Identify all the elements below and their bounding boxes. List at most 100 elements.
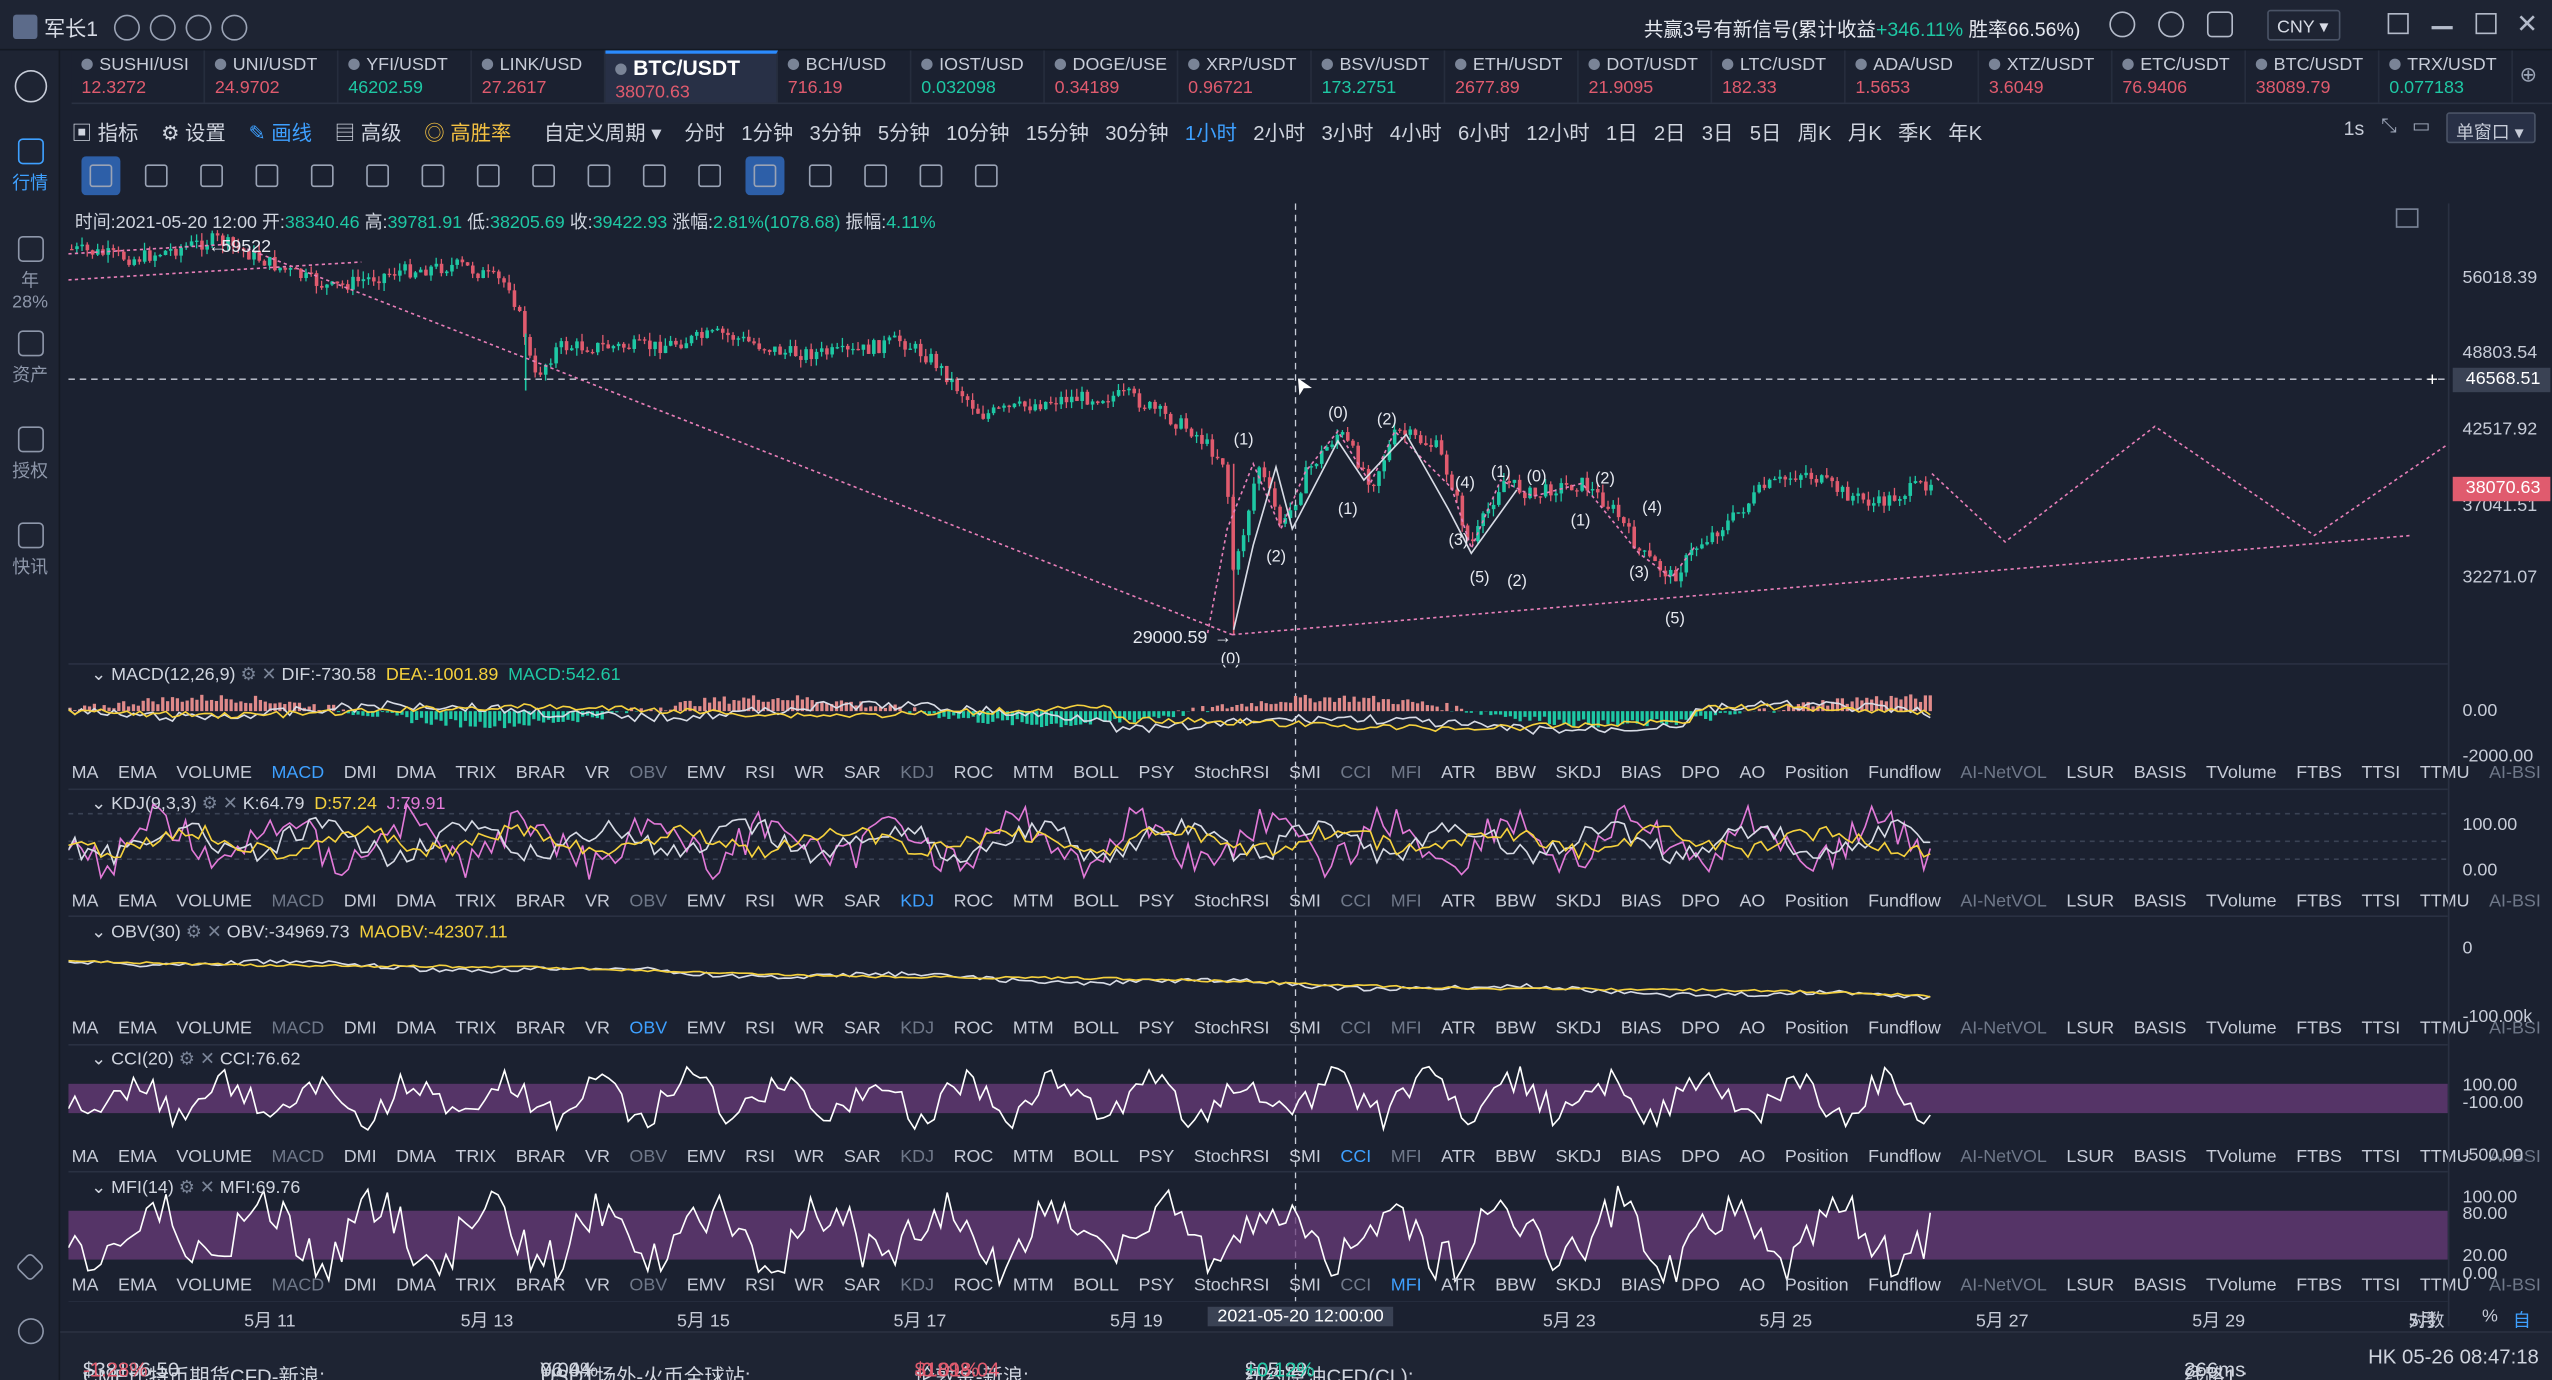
indicator-stochrsi[interactable]: StochRSI [1193,763,1270,783]
indicator-atr[interactable]: ATR [1441,1147,1476,1167]
indicator-stochrsi[interactable]: StochRSI [1193,1147,1270,1167]
indicator-tvolume[interactable]: TVolume [2205,763,2277,783]
indicator-cci[interactable]: CCI [1340,1147,1372,1167]
period-6[interactable]: 30分钟 [1105,121,1169,145]
period-0[interactable]: 分时 [684,121,725,145]
indicator-skdj[interactable]: SKDJ [1555,1147,1602,1167]
indicator-roc[interactable]: ROC [953,763,994,783]
indicator-tvolume[interactable]: TVolume [2205,1275,2277,1296]
indicator-ttmu[interactable]: TTMU [2419,1018,2470,1039]
tab-11[interactable]: DOT/USDT 21.9095 [1579,50,1713,103]
indicator-fundflow[interactable]: Fundflow [1868,891,1941,912]
indicator-bias[interactable]: BIAS [1620,763,1662,783]
indicator-ema[interactable]: EMA [117,891,157,912]
indicator-bbw[interactable]: BBW [1495,1147,1536,1167]
indicator-vr[interactable]: VR [585,1275,610,1296]
close-icon[interactable]: ✕ [206,922,227,943]
indicator-rsi[interactable]: RSI [745,891,775,912]
sidebar-item-0[interactable]: 行情 [3,138,57,195]
indicator-sar[interactable]: SAR [843,763,881,783]
period-3[interactable]: 5分钟 [877,121,930,145]
lock-tool[interactable] [801,156,840,195]
indicator-dpo[interactable]: DPO [1681,1275,1720,1296]
indicator-roc[interactable]: ROC [953,891,994,912]
indicator-kdj[interactable]: KDJ [900,891,935,912]
tab-15[interactable]: ETC/USDT 76.9406 [2113,50,2247,103]
indicator-obv[interactable]: OBV [629,763,668,783]
indicator-dmi[interactable]: DMI [343,1147,377,1167]
indicator-mfi[interactable]: MFI [1390,1018,1422,1039]
indicator-dmi[interactable]: DMI [343,891,377,912]
edit-tool[interactable] [911,156,950,195]
indicator-cci[interactable]: CCI [1340,891,1372,912]
indicator-vr[interactable]: VR [585,1018,610,1039]
indicator-fundflow[interactable]: Fundflow [1868,1275,1941,1296]
tab-2[interactable]: YFI/USDT 46202.59 [339,50,472,103]
expand-icon[interactable]: ⤡ [2381,113,2397,137]
indicator-emv[interactable]: EMV [686,1147,726,1167]
indicator-volume[interactable]: VOLUME [176,763,252,783]
add-tab-icon[interactable]: ⊕ [2519,61,2538,87]
indicator-wr[interactable]: WR [794,891,825,912]
collapse-icon[interactable]: ⌄ [91,1178,112,1198]
indicator-volume[interactable]: VOLUME [176,1275,252,1296]
close-icon[interactable]: ✕ [199,1178,220,1198]
indicator-ao[interactable]: AO [1739,1018,1766,1039]
indicator-mtm[interactable]: MTM [1012,1275,1054,1296]
indicator-macd[interactable]: MACD [271,1018,325,1039]
wave-tool[interactable] [358,156,397,195]
indicator-wr[interactable]: WR [794,1018,825,1039]
indicator-wr[interactable]: WR [794,763,825,783]
indicator-ema[interactable]: EMA [117,1147,157,1167]
indicator-rsi[interactable]: RSI [745,1275,775,1296]
indicator-ttmu[interactable]: TTMU [2419,1147,2470,1167]
indicator-obv[interactable]: OBV [629,1147,668,1167]
indicator-boll[interactable]: BOLL [1073,1275,1119,1296]
screenshot-icon[interactable]: ▭ [2412,113,2431,137]
indicator-sar[interactable]: SAR [843,891,881,912]
indicator-atr[interactable]: ATR [1441,1018,1476,1039]
indicator-ai-bsi[interactable]: AI-BSI [2489,1275,2541,1296]
status-icon-3[interactable] [185,13,212,40]
indicator-ao[interactable]: AO [1739,1147,1766,1167]
indicator-atr[interactable]: ATR [1441,891,1476,912]
indicator-vr[interactable]: VR [585,1147,610,1167]
indicator-ftbs[interactable]: FTBS [2296,763,2342,783]
indicator-mtm[interactable]: MTM [1012,1147,1054,1167]
indicator-stochrsi[interactable]: StochRSI [1193,1275,1270,1296]
period-17[interactable]: 周K [1797,121,1832,145]
tab-8[interactable]: XRP/USDT 0.96721 [1178,50,1312,103]
indicator-dmi[interactable]: DMI [343,763,377,783]
tab-13[interactable]: ADA/USD 1.5653 [1846,50,1980,103]
indicator-macd[interactable]: MACD [271,891,325,912]
copy-tool[interactable] [856,156,895,195]
indicator-ftbs[interactable]: FTBS [2296,891,2342,912]
indicator-lsur[interactable]: LSUR [2066,763,2115,783]
indicator-ttsi[interactable]: TTSI [2361,1275,2401,1296]
indicator-psy[interactable]: PSY [1138,891,1175,912]
crosshair-tool[interactable] [81,156,121,196]
close-icon[interactable]: ✕ [2516,11,2539,40]
parallel-tool[interactable] [192,156,231,195]
indicator-ai-netvol[interactable]: AI-NetVOL [1960,1275,2047,1296]
gear-icon[interactable]: ⚙ [173,1178,200,1198]
hline-tool[interactable] [303,156,342,195]
indicator-mtm[interactable]: MTM [1012,763,1054,783]
measure-tool[interactable] [413,156,452,195]
indicator-kdj[interactable]: KDJ [900,1275,935,1296]
indicator-dma[interactable]: DMA [396,763,436,783]
eraser-tool[interactable] [524,156,563,195]
diamond-icon[interactable] [3,1251,57,1282]
close-icon[interactable]: ✕ [261,665,282,686]
maximize-icon[interactable] [2475,13,2497,35]
period-2[interactable]: 3分钟 [809,121,862,145]
fib-tool[interactable] [579,156,618,195]
pen-tool[interactable] [635,156,674,195]
close-icon[interactable]: ✕ [222,794,243,814]
indicator-basis[interactable]: BASIS [2133,1018,2187,1039]
indicator-dma[interactable]: DMA [396,1018,436,1039]
percent-toggle[interactable]: % [2482,1306,2498,1327]
custom-period-select[interactable]: 自定义周期 ▾ [543,121,662,145]
indicator-sar[interactable]: SAR [843,1275,881,1296]
user-menu[interactable]: 军长1 [13,11,248,42]
